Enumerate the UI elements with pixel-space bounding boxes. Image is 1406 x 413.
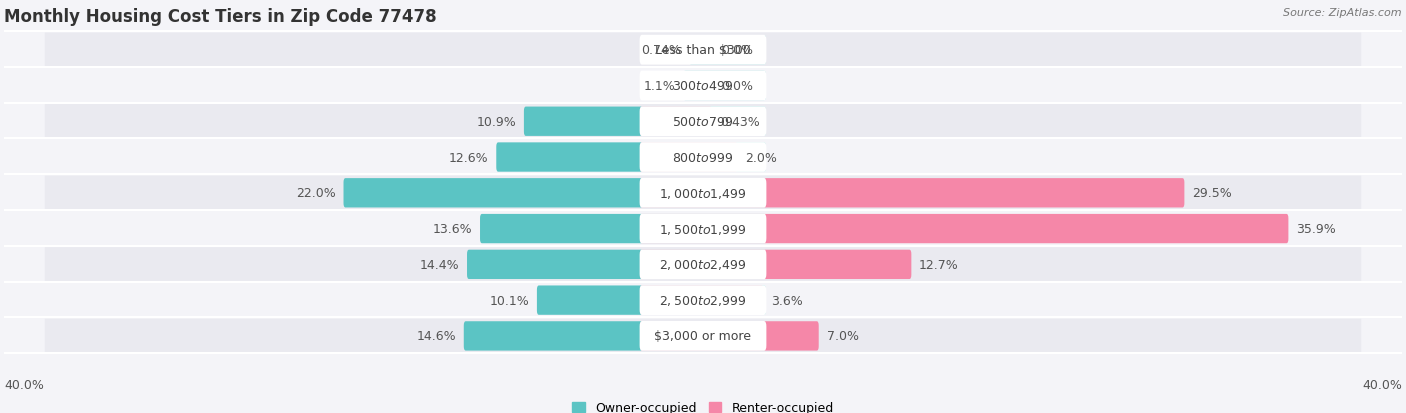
Text: 40.0%: 40.0% [4, 378, 44, 391]
Text: 13.6%: 13.6% [433, 223, 472, 235]
Text: 29.5%: 29.5% [1192, 187, 1232, 200]
FancyBboxPatch shape [640, 250, 911, 279]
Text: $2,000 to $2,499: $2,000 to $2,499 [659, 258, 747, 272]
FancyBboxPatch shape [479, 214, 766, 244]
Text: 0.0%: 0.0% [721, 44, 752, 57]
FancyBboxPatch shape [45, 105, 1361, 139]
FancyBboxPatch shape [524, 107, 766, 137]
Text: $1,500 to $1,999: $1,500 to $1,999 [659, 222, 747, 236]
FancyBboxPatch shape [45, 140, 1361, 175]
FancyBboxPatch shape [640, 179, 1184, 208]
FancyBboxPatch shape [45, 247, 1361, 282]
FancyBboxPatch shape [640, 286, 763, 315]
FancyBboxPatch shape [640, 250, 766, 280]
FancyBboxPatch shape [45, 212, 1361, 246]
Text: 12.7%: 12.7% [920, 258, 959, 271]
Text: 10.1%: 10.1% [489, 294, 529, 307]
Text: $500 to $799: $500 to $799 [672, 116, 734, 128]
FancyBboxPatch shape [640, 285, 766, 315]
FancyBboxPatch shape [640, 214, 766, 244]
Text: 0.0%: 0.0% [721, 80, 752, 93]
FancyBboxPatch shape [640, 178, 766, 208]
Text: Less than $300: Less than $300 [655, 44, 751, 57]
FancyBboxPatch shape [640, 107, 711, 137]
Text: 35.9%: 35.9% [1296, 223, 1336, 235]
FancyBboxPatch shape [683, 71, 766, 101]
FancyBboxPatch shape [640, 36, 766, 65]
FancyBboxPatch shape [640, 214, 1288, 244]
FancyBboxPatch shape [464, 321, 766, 351]
Text: 0.43%: 0.43% [720, 116, 759, 128]
Text: 12.6%: 12.6% [449, 151, 488, 164]
FancyBboxPatch shape [640, 71, 766, 101]
Text: Monthly Housing Cost Tiers in Zip Code 77478: Monthly Housing Cost Tiers in Zip Code 7… [4, 8, 437, 26]
Text: Source: ZipAtlas.com: Source: ZipAtlas.com [1284, 8, 1402, 18]
FancyBboxPatch shape [45, 33, 1361, 68]
FancyBboxPatch shape [45, 69, 1361, 103]
FancyBboxPatch shape [640, 143, 738, 172]
FancyBboxPatch shape [45, 176, 1361, 211]
Text: $2,500 to $2,999: $2,500 to $2,999 [659, 293, 747, 307]
Text: 10.9%: 10.9% [477, 116, 516, 128]
FancyBboxPatch shape [537, 286, 766, 315]
FancyBboxPatch shape [640, 143, 766, 173]
Text: $300 to $499: $300 to $499 [672, 80, 734, 93]
Text: 14.6%: 14.6% [416, 330, 456, 342]
Text: 14.4%: 14.4% [419, 258, 460, 271]
Text: 3.6%: 3.6% [772, 294, 803, 307]
FancyBboxPatch shape [467, 250, 766, 279]
Text: $1,000 to $1,499: $1,000 to $1,499 [659, 186, 747, 200]
FancyBboxPatch shape [640, 107, 766, 137]
Text: $800 to $999: $800 to $999 [672, 151, 734, 164]
FancyBboxPatch shape [45, 283, 1361, 318]
Legend: Owner-occupied, Renter-occupied: Owner-occupied, Renter-occupied [572, 401, 834, 413]
Text: 2.0%: 2.0% [745, 151, 778, 164]
Text: $3,000 or more: $3,000 or more [655, 330, 751, 342]
FancyBboxPatch shape [343, 179, 766, 208]
Text: 1.1%: 1.1% [644, 80, 675, 93]
FancyBboxPatch shape [640, 321, 766, 351]
Text: 40.0%: 40.0% [1362, 378, 1402, 391]
Text: 7.0%: 7.0% [827, 330, 859, 342]
FancyBboxPatch shape [496, 143, 766, 172]
FancyBboxPatch shape [689, 36, 766, 65]
FancyBboxPatch shape [640, 321, 818, 351]
Text: 0.74%: 0.74% [641, 44, 682, 57]
FancyBboxPatch shape [45, 319, 1361, 353]
Text: 22.0%: 22.0% [295, 187, 336, 200]
